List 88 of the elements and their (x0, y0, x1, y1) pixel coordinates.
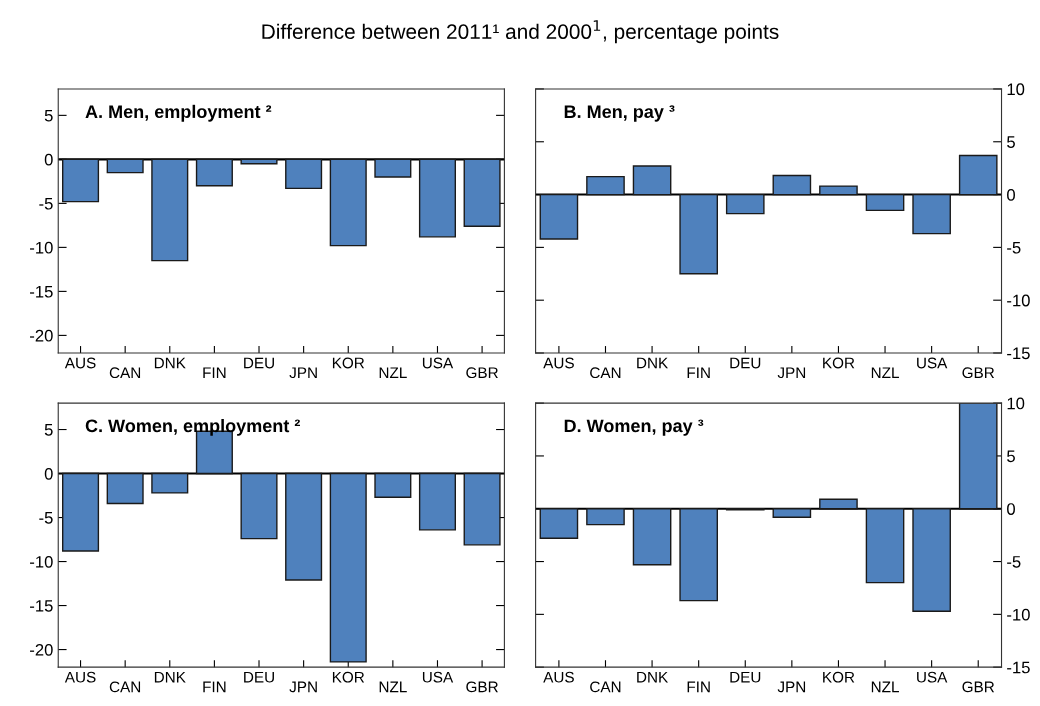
x-tick-label: USA (422, 357, 454, 369)
text: C. Women, employment ² (85, 418, 300, 436)
bar (632, 165, 672, 196)
y-tick-label: -10 (1007, 294, 1030, 307)
x-tick-label: AUS (543, 671, 574, 683)
text: D. Women, pay ³ (564, 419, 704, 436)
x-tick-label: DNK (154, 671, 186, 683)
bar (586, 175, 625, 196)
x-tick-label: NZL (871, 367, 899, 378)
y-tick-label: 5 (44, 424, 53, 436)
y-tick-label: -15 (1007, 661, 1030, 674)
y-tick-label: 5 (1007, 450, 1015, 463)
text: A. Men, employment ² (85, 104, 272, 122)
x-tick-label: GBR (962, 367, 995, 379)
y-tick-label: -5 (39, 512, 53, 524)
x-tick-label: JPN (289, 681, 317, 693)
y-tick-label: -5 (1007, 556, 1021, 568)
x-tick-label: AUS (543, 357, 574, 369)
y-tick-label: 0 (1007, 188, 1015, 201)
y-tick-label: 10 (1007, 83, 1025, 96)
bar (725, 193, 765, 215)
text: B. Men, pay ³ (564, 105, 675, 122)
bar (539, 193, 579, 240)
y-tick-label: -10 (30, 555, 53, 568)
x-tick-label: JPN (777, 367, 806, 379)
bar (819, 185, 858, 196)
x-tick-label: USA (917, 357, 948, 369)
x-tick-label: KOR (823, 671, 855, 683)
y-tick-label: 5 (44, 109, 53, 122)
x-tick-label: KOR (823, 357, 855, 369)
x-tick-label: GBR (466, 681, 498, 693)
y-tick-label: 0 (44, 153, 53, 166)
bar (912, 508, 951, 612)
bar (679, 193, 719, 275)
y-tick-label: -10 (30, 241, 53, 254)
x-tick-label: FIN (203, 367, 226, 378)
x-tick-label: DNK (637, 357, 669, 369)
text: Difference between 2011¹ and 2000$^{1}$, percentage points (262, 20, 779, 44)
bar (912, 193, 951, 235)
bar (679, 508, 719, 602)
bar (819, 498, 858, 510)
y-tick-label: -15 (30, 285, 53, 298)
x-tick-label: JPN (777, 681, 806, 693)
x-tick-label: USA (422, 671, 454, 683)
y-tick-label: -20 (30, 643, 53, 656)
x-tick-label: FIN (203, 681, 226, 693)
x-tick-label: DEU (730, 671, 761, 683)
x-tick-label: DNK (637, 671, 669, 683)
y-tick-label: 5 (1007, 136, 1015, 148)
y-tick-label: -10 (1007, 608, 1030, 621)
y-tick-label: 0 (44, 467, 53, 480)
x-tick-label: DEU (730, 357, 761, 369)
bar (958, 403, 998, 510)
x-tick-label: USA (917, 671, 948, 683)
y-tick-label: -20 (30, 329, 53, 342)
x-tick-label: KOR (332, 357, 365, 369)
bar (632, 508, 672, 566)
y-tick-label: 0 (1007, 503, 1015, 515)
x-tick-label: JPN (289, 367, 317, 379)
x-tick-label: CAN (109, 367, 141, 379)
bar (586, 508, 625, 526)
bar (539, 508, 579, 540)
x-tick-label: NZL (871, 681, 899, 693)
bar (772, 508, 812, 518)
x-tick-label: DNK (154, 357, 186, 369)
x-tick-label: KOR (332, 671, 365, 683)
x-tick-label: GBR (962, 681, 995, 693)
bar (865, 193, 905, 212)
x-tick-label: CAN (109, 681, 141, 693)
x-tick-label: DEU (244, 671, 274, 683)
x-tick-label: NZL (379, 681, 407, 693)
x-tick-label: DEU (244, 357, 274, 369)
x-tick-label: NZL (379, 367, 407, 378)
bar (772, 174, 812, 196)
x-tick-label: FIN (687, 367, 710, 378)
y-tick-label: -5 (1007, 241, 1021, 254)
y-tick-label: -15 (30, 600, 53, 612)
x-tick-label: FIN (687, 681, 710, 693)
x-tick-label: CAN (590, 681, 621, 693)
x-tick-label: AUS (64, 671, 96, 683)
y-tick-label: 10 (1007, 397, 1025, 410)
bar (958, 154, 998, 196)
x-tick-label: CAN (590, 367, 621, 379)
x-tick-label: AUS (64, 357, 96, 369)
y-tick-label: -5 (39, 197, 53, 210)
y-tick-label: -15 (1007, 347, 1030, 360)
bar (865, 508, 905, 584)
x-tick-label: GBR (466, 367, 498, 379)
